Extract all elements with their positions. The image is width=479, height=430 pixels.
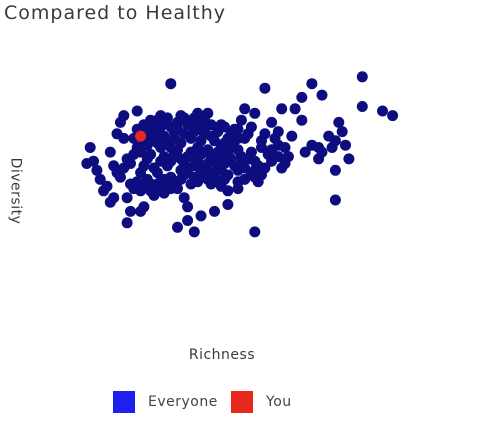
legend-label-everyone: Everyone (148, 394, 218, 410)
point-everyone (329, 135, 341, 147)
point-everyone (114, 171, 126, 183)
point-everyone (131, 105, 143, 117)
series-you (135, 130, 147, 142)
point-everyone (229, 123, 241, 135)
point-everyone (178, 192, 190, 204)
point-everyone (219, 173, 231, 185)
point-everyone (172, 221, 183, 233)
point-everyone (242, 153, 254, 165)
point-everyone (222, 199, 234, 210)
point-everyone (108, 192, 120, 204)
point-everyone (387, 110, 399, 122)
point-everyone (336, 126, 348, 138)
point-everyone (88, 155, 99, 167)
point-everyone (239, 173, 251, 185)
point-everyone (296, 114, 308, 126)
point-everyone (219, 121, 231, 133)
point-everyone (239, 103, 251, 115)
point-everyone (343, 153, 355, 165)
point-everyone (209, 205, 220, 217)
point-everyone (188, 226, 200, 238)
point-everyone (279, 153, 291, 165)
point-everyone (377, 105, 388, 117)
point-everyone (340, 139, 351, 151)
point-you (135, 130, 147, 142)
point-everyone (249, 226, 261, 238)
point-everyone (306, 78, 318, 90)
point-everyone (316, 89, 328, 101)
point-everyone (296, 91, 308, 103)
point-everyone (286, 130, 298, 142)
point-everyone (266, 116, 278, 128)
point-everyone (145, 148, 157, 160)
point-everyone (114, 116, 126, 128)
point-everyone (259, 82, 271, 94)
point-everyone (222, 185, 234, 197)
point-everyone (249, 107, 261, 119)
point-everyone (94, 173, 106, 185)
point-everyone (165, 142, 177, 153)
point-everyone (329, 164, 341, 176)
point-everyone (235, 114, 247, 126)
point-everyone (242, 128, 254, 140)
point-everyone (256, 135, 267, 147)
point-everyone (84, 142, 96, 153)
series-everyone (81, 71, 399, 238)
chart-legend: Everyone You (0, 391, 479, 421)
legend-swatch-you (231, 391, 253, 413)
point-everyone (151, 167, 163, 179)
point-everyone (125, 158, 136, 169)
point-everyone (135, 146, 147, 158)
point-everyone (333, 116, 345, 128)
point-everyone (101, 180, 113, 192)
point-everyone (272, 126, 284, 138)
point-everyone (299, 146, 311, 158)
point-everyone (121, 192, 133, 204)
point-everyone (195, 148, 207, 160)
point-everyone (91, 164, 103, 176)
point-everyone (125, 205, 136, 217)
legend-item-everyone[interactable]: Everyone (113, 391, 218, 413)
point-everyone (185, 146, 197, 158)
point-everyone (259, 162, 271, 174)
point-everyone (316, 146, 328, 158)
point-everyone (329, 194, 341, 206)
legend-swatch-everyone (113, 391, 135, 413)
point-everyone (232, 144, 244, 156)
point-everyone (175, 137, 187, 149)
point-everyone (209, 135, 220, 147)
x-axis-label: Richness (188, 347, 256, 363)
point-everyone (279, 142, 291, 153)
point-everyone (195, 210, 207, 222)
legend-item-you[interactable]: You (231, 391, 292, 413)
point-everyone (141, 139, 153, 151)
point-everyone (266, 144, 278, 156)
point-everyone (222, 132, 234, 144)
point-everyone (356, 101, 368, 112)
point-everyone (165, 78, 177, 90)
point-everyone (276, 103, 288, 115)
point-everyone (289, 103, 301, 115)
point-everyone (138, 201, 150, 213)
y-axis-label: Diversity (7, 157, 24, 225)
point-everyone (182, 215, 194, 226)
point-everyone (104, 146, 116, 158)
point-everyone (121, 217, 133, 229)
point-everyone (178, 169, 190, 181)
point-everyone (168, 126, 180, 138)
point-everyone (172, 183, 183, 195)
point-everyone (202, 158, 214, 169)
legend-label-you: You (266, 394, 292, 410)
point-everyone (161, 112, 173, 124)
point-everyone (118, 132, 130, 144)
point-everyone (198, 112, 210, 124)
point-everyone (182, 201, 194, 213)
point-everyone (356, 71, 368, 83)
chart-title: Compared to Healthy (4, 2, 227, 24)
